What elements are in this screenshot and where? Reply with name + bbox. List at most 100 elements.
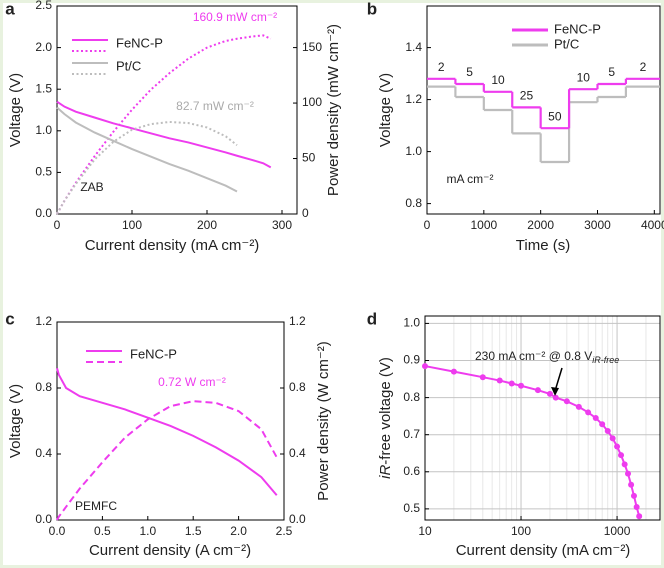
x-axis-label: Current density (A cm⁻²) [89,542,251,559]
x-tick-label: 100 [122,218,142,232]
step-label: 50 [548,109,562,123]
x-tick-label: 2.0 [230,524,247,538]
arrow-head [551,387,559,396]
y-tick-label: 0.8 [35,380,52,394]
y-tick-label: 1.4 [405,40,422,54]
annotation: 82.7 mW cm⁻² [176,99,254,113]
y-tick-label: 1.5 [35,81,52,95]
marker [552,394,559,401]
annotation-text: ZAB [80,180,103,194]
plot-frame [424,315,661,521]
y-tick-label: 1.0 [403,316,420,330]
y-tick-label: 0.5 [403,501,420,515]
annotation-text: 230 mA cm⁻² @ 0.8 V [475,349,592,363]
marker [546,390,553,397]
voltage-line [56,367,278,496]
x-tick-label: 1.0 [139,524,156,538]
x-tick-label: 200 [197,218,217,232]
legend-label: FeNC-P [116,35,163,50]
marker [614,443,621,450]
x-tick-label: 1000 [470,218,497,232]
x-tick-label: 300 [272,218,292,232]
x-tick-label: 0 [54,218,61,232]
power-line [56,34,272,215]
y-tick-label: 1.2 [405,92,422,106]
x-tick-label: 10 [418,524,432,538]
plot-frame [56,5,298,215]
x-tick-label: 2.5 [276,524,293,538]
y-tick-label: 2.5 [35,0,52,12]
x-axis-label: Current density (mA cm⁻²) [85,237,260,254]
annotation: 160.9 mW cm⁻² [193,10,277,24]
marker [518,382,525,389]
step-label: 2 [640,60,647,74]
voltage-line [56,106,238,193]
y-tick-label: 0.8 [403,390,420,404]
x-tick-label: 100 [511,524,531,538]
marker [630,492,637,499]
marker [633,504,640,511]
y2-tick-label: 100 [302,95,322,109]
plot-frame [56,321,285,521]
marker [636,513,643,520]
panel-label: a [5,0,15,18]
marker [599,421,606,428]
y2-tick-label: 0.4 [289,446,306,460]
legend-label: FeNC-P [130,346,177,361]
y-axis-label: Voltage (V) [7,73,24,147]
y-tick-label: 1.0 [405,144,422,158]
marker [479,374,486,381]
y-tick-label: 0.0 [35,206,52,220]
marker [563,398,570,405]
y-tick-label: 0.6 [403,464,420,478]
y2-tick-label: 1.2 [289,314,306,328]
step-label: 10 [491,73,505,87]
x-tick-label: 1000 [604,524,631,538]
marker [609,435,616,442]
y-axis-label-text: Voltage (V) [7,73,24,147]
annotation-text: PEMFC [75,499,117,513]
y2-tick-label: 0.0 [289,512,306,526]
marker [534,387,541,394]
y-tick-label: 2.0 [35,40,52,54]
annotation-text: mA cm⁻² [447,172,494,186]
marker [496,377,503,384]
y-tick-label: 0.4 [35,446,52,460]
y-tick-label: 0.9 [403,353,420,367]
step-label: 25 [520,89,534,103]
annotation: 230 mA cm⁻² @ 0.8 ViR-free [475,349,619,365]
y2-tick-label: 0 [302,206,309,220]
panel-label: d [367,309,377,328]
voltage-line [56,100,272,169]
x-axis-label: Time (s) [516,237,570,254]
y-tick-label: 0.8 [405,196,422,210]
y-tick-label: 1.2 [35,314,52,328]
y2-axis-label: Power density (W cm⁻²) [315,341,332,501]
annotation-text: 160.9 mW cm⁻² [193,10,277,24]
annotation: PEMFC [75,499,117,513]
y-tick-label: 0.0 [35,512,52,526]
arrow [554,367,563,392]
annotation: mA cm⁻² [447,172,494,186]
y-axis-label: Voltage (V) [377,73,394,147]
marker [422,363,428,370]
step-label: 5 [608,65,615,79]
annotation: ZAB [80,180,103,194]
annotation: 0.72 W cm⁻² [158,375,226,389]
y2-tick-label: 50 [302,151,316,165]
plot-frame [426,5,661,215]
marker [618,452,625,459]
step-label: 2 [438,60,445,74]
y-tick-label: 0.7 [403,427,420,441]
annotation-text: 82.7 mW cm⁻² [176,99,254,113]
y2-tick-label: 0.8 [289,380,306,394]
y-axis-label-text: -free voltage (V) [377,357,394,465]
marker [621,461,628,468]
power-line [56,120,238,215]
y-tick-label: 0.5 [35,165,52,179]
y-axis-label: Voltage (V) [7,384,24,458]
y-axis-label-italic: iR [377,465,394,479]
marker [604,427,611,434]
marker [450,368,457,375]
x-tick-label: 1.5 [185,524,202,538]
